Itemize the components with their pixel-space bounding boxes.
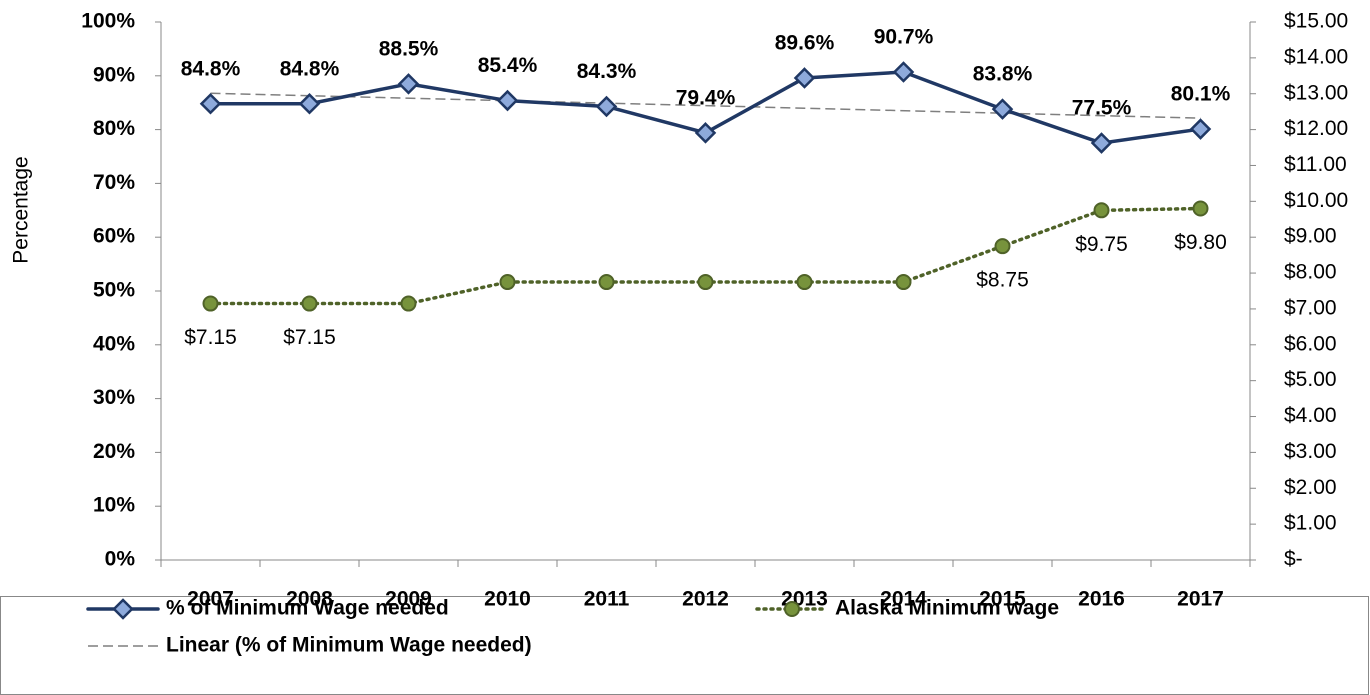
marker [397,73,420,95]
data-label: $9.80 [1174,231,1227,254]
data-label: 84.8% [280,57,340,80]
marker [202,295,219,312]
data-label: 79.4% [676,86,736,109]
x-tick-label: 2007 [187,588,234,611]
data-label: 80.1% [1171,83,1231,106]
marker [994,238,1011,255]
y2-tick-label: $14.00 [1284,45,1348,68]
y-tick-label: 0% [105,548,136,571]
marker [199,93,222,115]
marker [892,61,915,83]
x-tick-label: 2016 [1078,588,1125,611]
marker [301,295,318,312]
marker [991,98,1014,120]
marker [1192,200,1209,217]
legend-marker [112,598,134,620]
y-tick-label: 50% [93,279,135,302]
x-tick-label: 2014 [880,588,927,611]
marker [499,274,516,291]
y-tick-label: 100% [81,10,135,33]
y2-tick-label: $6.00 [1284,332,1337,355]
data-label: 89.6% [775,31,835,54]
y2-tick-label: $13.00 [1284,81,1348,104]
marker [796,274,813,291]
y-tick-label: 30% [93,386,135,409]
x-tick-label: 2015 [979,588,1026,611]
marker [400,295,417,312]
legend-label[interactable]: % of Minimum Wage needed [166,597,449,620]
data-label: $7.15 [283,326,336,349]
x-tick-label: 2011 [584,588,630,611]
marker [496,89,519,112]
legend-marker [784,601,800,617]
y2-tick-label: $- [1284,548,1303,571]
data-label: $8.75 [976,269,1029,292]
marker [793,67,816,89]
marker [1090,132,1113,154]
data-label: $9.75 [1075,233,1128,256]
y2-tick-label: $9.00 [1284,225,1337,248]
data-label: 90.7% [874,26,934,49]
marker [895,274,912,291]
data-label: $7.15 [184,326,237,349]
y2-tick-label: $7.00 [1284,296,1337,319]
y2-tick-label: $3.00 [1284,440,1337,463]
legend-label[interactable]: Alaska Minimum wage [835,597,1059,620]
data-label: 77.5% [1072,97,1132,120]
marker [697,274,714,291]
y-tick-label: 40% [93,332,135,355]
marker [1093,202,1110,219]
x-tick-label: 2010 [484,588,531,611]
y-tick-label: 70% [93,171,135,194]
trendline [210,92,1201,119]
marker [595,95,618,118]
x-tick-label: 2009 [385,588,432,611]
data-label: 84.8% [181,57,241,80]
data-label: 84.3% [577,60,637,83]
marker [598,274,615,291]
data-label: 85.4% [478,54,538,77]
y-tick-label: 10% [93,494,135,517]
y-tick-label: 60% [93,225,135,248]
y2-tick-label: $12.00 [1284,117,1348,140]
y-tick-label: 90% [93,63,135,86]
legend-label[interactable]: Linear (% of Minimum Wage needed) [166,634,532,657]
y-tick-label: 20% [93,440,135,463]
x-tick-label: 2008 [286,588,333,611]
y-axis-title: Percentage [10,156,33,263]
y2-tick-label: $1.00 [1284,512,1337,535]
y2-tick-label: $2.00 [1284,476,1337,499]
y2-tick-label: $5.00 [1284,368,1337,391]
y2-tick-label: $10.00 [1284,189,1348,212]
y2-tick-label: $11.00 [1284,153,1347,176]
y2-tick-label: $15.00 [1284,10,1348,33]
x-tick-label: 2017 [1177,588,1224,611]
y2-tick-label: $4.00 [1284,404,1337,427]
x-tick-label: 2012 [682,588,729,611]
marker [1189,118,1212,140]
marker [298,93,321,115]
data-label: 88.5% [379,37,439,60]
y2-tick-label: $8.00 [1284,261,1337,284]
marker [694,122,717,144]
data-label: 83.8% [973,63,1033,86]
y-tick-label: 80% [93,117,135,140]
